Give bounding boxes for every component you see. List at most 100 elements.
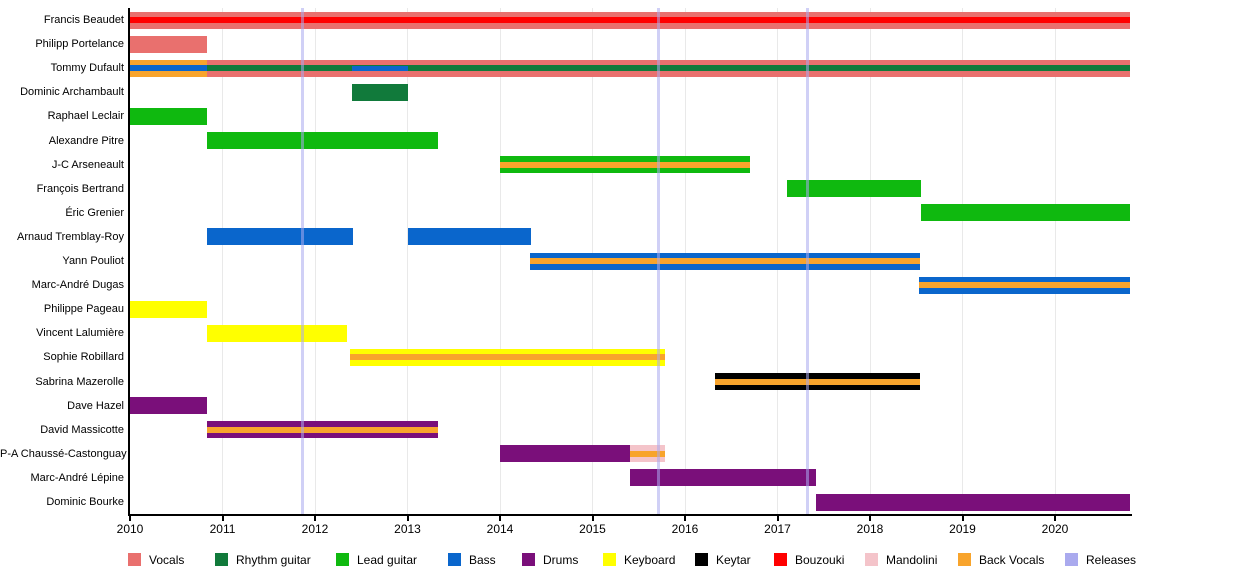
legend-item-bass: Bass [448, 551, 496, 567]
timeline-bar-back_vocals [714, 378, 920, 385]
timeline-bar-drums [130, 397, 207, 415]
legend-swatch-drums [522, 553, 535, 567]
legend-item-rhythm_guitar: Rhythm guitar [215, 551, 311, 567]
x-axis-tick [684, 516, 686, 521]
legend-item-drums: Drums [522, 551, 579, 567]
member-label: Dave Hazel [67, 399, 124, 412]
timeline-bar-bass [407, 228, 531, 246]
x-axis-tick [1054, 516, 1056, 521]
legend-swatch-keytar [695, 553, 708, 567]
timeline-bar-lead_guitar [130, 107, 207, 125]
timeline-bar-drums [630, 469, 817, 487]
member-label: Vincent Lalumière [36, 327, 124, 340]
timeline-bar-back_vocals [630, 450, 665, 457]
x-axis-tick-label: 2011 [209, 522, 236, 536]
year-gridline [962, 8, 963, 514]
legend-item-lead_guitar: Lead guitar [336, 551, 418, 567]
timeline-bar-bass [130, 65, 207, 72]
x-axis-tick-label: 2016 [671, 522, 699, 536]
legend-label: Lead guitar [357, 552, 418, 567]
timeline-bar-rhythm_guitar [206, 65, 1130, 72]
timeline-bar-rhythm_guitar [352, 83, 408, 101]
member-label: Philippe Pageau [43, 303, 124, 316]
release-line [805, 8, 809, 514]
x-axis-tick [221, 516, 224, 521]
member-label: Sabrina Mazerolle [35, 375, 124, 388]
member-label: Raphael Leclair [47, 110, 124, 123]
member-label: Arnaud Tremblay-Roy [17, 230, 124, 243]
legend-label: Back Vocals [979, 552, 1045, 567]
timeline-bar-keyboard [206, 324, 348, 342]
member-label: J-C Arseneault [51, 158, 124, 171]
timeline-bar-bass [206, 228, 353, 246]
member-label: Dominic Bourke [46, 496, 124, 508]
legend-label: Releases [1086, 552, 1137, 567]
member-label: Alexandre Pitre [48, 134, 124, 147]
legend-label: Bouzouki [795, 552, 845, 567]
legend-swatch-releases [1065, 553, 1078, 567]
member-label: Tommy Dufault [50, 62, 124, 75]
timeline-bar-lead_guitar [920, 204, 1130, 222]
year-gridline [222, 8, 223, 514]
x-axis-line [128, 514, 1132, 516]
member-label: David Massicotte [40, 423, 124, 436]
timeline-bar-back_vocals [500, 161, 750, 168]
legend-label: Keytar [716, 552, 751, 567]
member-label: Éric Grenier [65, 206, 124, 219]
x-axis-tick [129, 516, 131, 521]
x-axis-tick-label: 2019 [949, 522, 976, 536]
timeline-bar-vocals [130, 35, 207, 53]
release-line [300, 8, 304, 514]
legend-swatch-bouzouki [774, 553, 787, 567]
timeline-bar-back_vocals [206, 426, 439, 433]
release-line [656, 8, 660, 514]
member-label: P-A Chaussé-Castonguay [0, 447, 127, 460]
x-axis-tick-label: 2010 [116, 522, 144, 536]
x-axis-tick [961, 516, 964, 521]
x-axis-tick-label: 2015 [579, 522, 606, 536]
timeline-bar-back_vocals [529, 258, 920, 264]
legend-label: Drums [543, 552, 579, 567]
legend-item-back_vocals: Back Vocals [958, 551, 1045, 567]
legend-swatch-back_vocals [958, 553, 971, 567]
y-axis-line [128, 8, 130, 516]
legend-label: Keyboard [624, 552, 676, 567]
timeline-bar-keyboard [130, 300, 207, 318]
x-axis-tick [591, 516, 594, 521]
legend-item-bouzouki: Bouzouki [774, 551, 845, 567]
x-axis-tick [314, 516, 316, 521]
member-label: Sophie Robillard [43, 351, 124, 364]
member-label: Marc-André Lépine [30, 471, 124, 484]
member-label: Francis Beaudet [43, 14, 124, 26]
legend-label: Vocals [149, 552, 185, 567]
year-gridline [499, 8, 501, 514]
member-label: Dominic Archambault [20, 86, 124, 99]
member-label: Philipp Portelance [35, 38, 124, 51]
legend-label: Bass [469, 552, 496, 567]
legend-label: Rhythm guitar [236, 552, 311, 567]
legend-item-keytar: Keytar [695, 551, 751, 567]
x-axis-tick-label: 2013 [394, 522, 421, 536]
timeline-bar-bouzouki [130, 17, 1130, 23]
legend-item-keyboard: Keyboard [603, 551, 676, 567]
x-axis-tick-label: 2014 [486, 522, 514, 536]
legend-swatch-rhythm_guitar [215, 553, 228, 567]
timeline-bar-drums [816, 493, 1130, 511]
x-axis-tick-label: 2018 [856, 522, 884, 536]
plot-area [129, 8, 1130, 514]
legend-swatch-bass [448, 553, 461, 567]
member-label: Marc-André Dugas [31, 279, 124, 292]
x-axis-tick-label: 2020 [1041, 522, 1069, 536]
legend-swatch-keyboard [603, 553, 616, 567]
legend-swatch-mandolini [865, 553, 878, 567]
year-gridline [1054, 8, 1056, 514]
legend-item-releases: Releases [1065, 551, 1137, 567]
timeline-bar-bass [352, 65, 408, 71]
year-gridline [314, 8, 316, 514]
year-gridline [407, 8, 408, 514]
timeline-bar-lead_guitar [206, 132, 439, 149]
timeline-bar-drums [500, 445, 631, 463]
x-axis-tick [776, 516, 779, 521]
timeline-bar-lead_guitar [786, 180, 921, 198]
